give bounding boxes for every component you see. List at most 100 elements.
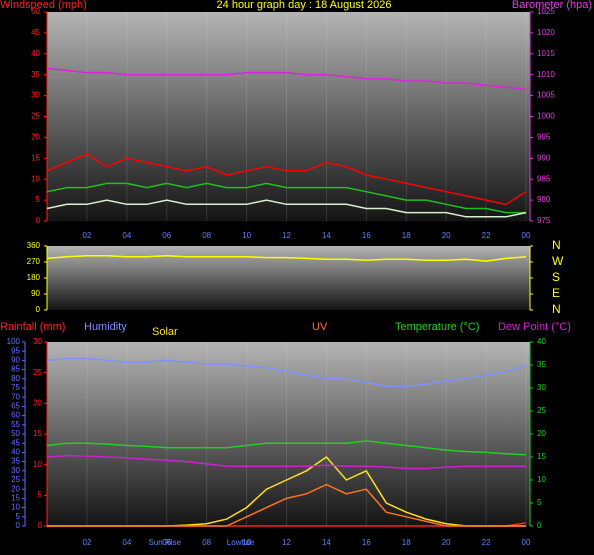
y-tick-label: 90 [11, 356, 20, 365]
y-tick-label: 10 [33, 460, 42, 469]
y-tick-label: 40 [11, 448, 20, 457]
x-tick-label: 02 [82, 231, 91, 240]
y-tick-label: 15 [11, 494, 20, 503]
x-tick-label: 16 [362, 538, 371, 547]
y-tick-label: 1020 [537, 28, 555, 37]
y2-axis-label: Barometer (hpa) [512, 0, 592, 11]
y-tick-label: 50 [31, 7, 40, 16]
y-tick-label: 75 [11, 383, 20, 392]
y-tick-label: 10 [537, 475, 546, 484]
series-line [46, 255, 527, 262]
y-tick-label: S [552, 270, 560, 284]
y-tick-label: 1000 [537, 112, 555, 121]
chart-title: 24 hour graph day : 18 August 2026 [217, 0, 392, 11]
y-tick-label: 995 [537, 133, 551, 142]
x-tick-label: 14 [322, 538, 331, 547]
y-tick-label: 10 [11, 503, 20, 512]
y-tick-label: 20 [31, 133, 40, 142]
y-tick-label: 5 [36, 195, 41, 204]
x-tick-label: 14 [322, 231, 331, 240]
y-tick-label: 10 [31, 174, 40, 183]
y-tick-label: 5 [38, 490, 43, 499]
y-tick-label: 60 [11, 411, 20, 420]
x-tick-label: 22 [482, 231, 491, 240]
x-tick-label: 12 [282, 538, 291, 547]
y-tick-label: 50 [11, 429, 20, 438]
y-tick-label: 1015 [537, 49, 555, 58]
plot-area [47, 342, 530, 526]
y-tick-label: 5 [537, 498, 542, 507]
y-tick-label: W [552, 254, 564, 268]
y-tick-label: 1025 [537, 7, 555, 16]
x-tick-label: 20 [442, 538, 451, 547]
x-tick-label: 12 [282, 231, 291, 240]
y-tick-label: 15 [537, 452, 546, 461]
y-tick-label: 270 [27, 257, 41, 266]
legend-entry: Solar [152, 326, 178, 338]
y-tick-label: 1005 [537, 91, 555, 100]
y-tick-label: 20 [11, 484, 20, 493]
y-tick-label: 65 [11, 402, 20, 411]
annotation: Sun Rise [149, 538, 182, 547]
y-tick-label: 35 [537, 360, 546, 369]
y-tick-label: 40 [31, 49, 40, 58]
x-tick-label: 04 [122, 231, 131, 240]
x-tick-label: 04 [122, 538, 131, 547]
y-tick-label: 25 [537, 406, 546, 415]
y-tick-label: 30 [33, 337, 42, 346]
y-tick-label: 35 [11, 457, 20, 466]
y-tick-label: 30 [31, 91, 40, 100]
y-tick-label: 0 [537, 521, 542, 530]
y-tick-label: 15 [33, 429, 42, 438]
y-tick-label: 20 [33, 398, 42, 407]
y-tick-label: 1010 [537, 70, 555, 79]
y-tick-label: 30 [11, 466, 20, 475]
y-tick-label: 85 [11, 365, 20, 374]
x-tick-label: 00 [522, 538, 531, 547]
x-tick-label: 20 [442, 231, 451, 240]
y-tick-label: 0 [16, 521, 21, 530]
y-tick-label: 5 [16, 512, 21, 521]
series-line [46, 440, 527, 456]
y-axis-label: Windspeed (mph) [0, 0, 87, 11]
series-line [47, 483, 526, 527]
x-tick-label: 16 [362, 231, 371, 240]
y-tick-label: 180 [27, 273, 41, 282]
x-tick-label: 06 [162, 231, 171, 240]
y-tick-label: 0 [38, 521, 43, 530]
plot-area [47, 12, 530, 221]
x-tick-label: 08 [202, 231, 211, 240]
x-tick-label: 00 [522, 231, 531, 240]
y-tick-label: 30 [537, 383, 546, 392]
x-tick-label: 10 [242, 538, 251, 547]
x-tick-label: 06 [162, 538, 171, 547]
y-tick-label: 25 [33, 368, 42, 377]
y-tick-label: 80 [11, 374, 20, 383]
y-tick-label: N [552, 238, 561, 252]
annotation: Lowtide [227, 538, 255, 547]
series-line [46, 182, 526, 214]
x-tick-label: 18 [402, 538, 411, 547]
y-tick-label: 90 [31, 289, 40, 298]
y-tick-label: 95 [11, 346, 20, 355]
y-tick-label: 45 [31, 28, 40, 37]
x-tick-label: 18 [402, 231, 411, 240]
y-tick-label: 45 [11, 438, 20, 447]
y-tick-label: 25 [11, 475, 20, 484]
y-tick-label: 360 [27, 241, 41, 250]
legend-entry: Rainfall (mm) [0, 321, 65, 333]
legend-entry: Temperature (°C) [395, 321, 479, 333]
legend-entry: UV [312, 321, 328, 333]
y-tick-label: 35 [31, 70, 40, 79]
x-tick-label: 08 [202, 538, 211, 547]
y-tick-label: 990 [537, 153, 551, 162]
series-line [46, 454, 526, 470]
legend-entry: Dew Point (°C) [498, 321, 571, 333]
series-line [46, 357, 527, 387]
y-tick-label: 55 [11, 420, 20, 429]
y-tick-label: 985 [537, 174, 551, 183]
y-tick-label: N [552, 302, 561, 316]
y-tick-label: 100 [7, 337, 21, 346]
series-line [46, 153, 527, 206]
